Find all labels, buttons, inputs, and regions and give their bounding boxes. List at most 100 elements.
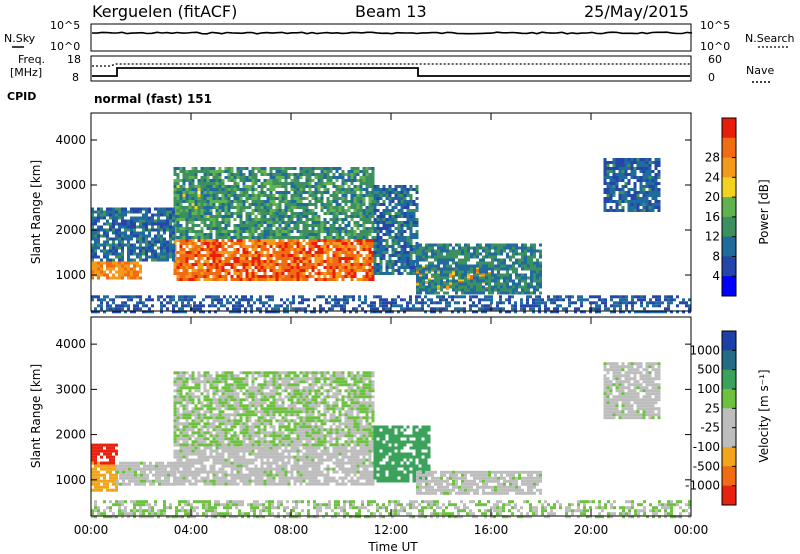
heatmap-cell — [400, 200, 404, 203]
heatmap-cell — [188, 170, 192, 173]
heatmap-cell — [169, 246, 172, 250]
heatmap-cell — [415, 188, 419, 191]
heatmap-cell — [284, 245, 288, 248]
heatmap-cell — [633, 197, 637, 200]
heatmap-cell — [106, 240, 109, 244]
heatmap-cell — [157, 225, 160, 229]
heatmap-cell — [524, 288, 527, 292]
heatmap-cell — [475, 295, 478, 299]
heatmap-cell — [133, 249, 136, 253]
heatmap-cell — [506, 252, 509, 256]
heatmap-cell — [652, 301, 655, 305]
heatmap-cell — [193, 295, 196, 299]
heatmap-cell — [121, 249, 124, 253]
heatmap-cell — [103, 210, 106, 214]
heatmap-cell — [609, 197, 613, 200]
heatmap-cell — [119, 470, 122, 474]
heatmap-cell — [121, 234, 124, 238]
heatmap-cell — [406, 251, 410, 254]
heatmap-cell — [100, 479, 103, 483]
heatmap-cell — [100, 210, 103, 214]
heatmap-cell — [356, 212, 360, 215]
heatmap-cell — [449, 243, 452, 247]
heatmap-cell — [491, 243, 494, 247]
heatmap-cell — [317, 191, 321, 194]
heatmap-cell — [100, 261, 103, 265]
heatmap-cell — [91, 310, 94, 314]
heatmap-cell — [163, 240, 166, 244]
heatmap-cell — [94, 452, 97, 456]
heatmap-cell — [94, 216, 97, 220]
heatmap-cell — [323, 224, 327, 227]
heatmap-cell — [139, 267, 142, 271]
heatmap-cell — [194, 254, 198, 257]
heatmap-cell — [296, 260, 300, 263]
heatmap-cell — [658, 298, 661, 302]
heatmap-cell — [139, 219, 142, 223]
heatmap-cell — [206, 278, 210, 281]
heatmap-cell — [187, 301, 190, 305]
heatmap-cell — [200, 266, 204, 269]
heatmap-cell — [362, 239, 366, 242]
heatmap-cell — [359, 179, 363, 182]
heatmap-cell — [209, 242, 213, 245]
heatmap-cell — [362, 212, 366, 215]
heatmap-cell — [281, 254, 285, 257]
heatmap-cell — [124, 261, 127, 265]
heatmap-cell — [473, 246, 476, 250]
heatmap-cell — [530, 279, 533, 283]
heatmap-cell — [568, 298, 571, 302]
heatmap-cell — [368, 173, 372, 176]
heatmap-cell — [118, 237, 121, 241]
heatmap-cell — [148, 249, 151, 253]
heatmap-cell — [329, 194, 333, 197]
heatmap-cell — [239, 176, 243, 179]
heatmap-cell — [368, 254, 372, 257]
heatmap-cell — [367, 304, 370, 308]
heatmap-cell — [323, 260, 327, 263]
heatmap-cell — [527, 288, 530, 292]
heatmap-cell — [269, 266, 273, 269]
heatmap-cell — [139, 237, 142, 241]
heatmap-cell — [400, 245, 404, 248]
heatmap-cell — [121, 264, 124, 268]
heatmap-cell — [365, 275, 369, 278]
heatmap-cell — [272, 233, 276, 236]
heatmap-cell — [218, 242, 222, 245]
heatmap-cell — [296, 269, 300, 272]
heatmap-cell — [244, 295, 247, 299]
heatmap-cell — [272, 266, 276, 269]
heatmap-cell — [391, 191, 395, 194]
heatmap-cell — [400, 185, 404, 188]
heatmap-cell — [284, 176, 288, 179]
heatmap-cell — [251, 182, 255, 185]
heatmap-cell — [305, 260, 309, 263]
heatmap-cell — [338, 227, 342, 230]
heatmap-cell — [128, 479, 131, 483]
heatmap-cell — [200, 242, 204, 245]
heatmap-cell — [651, 179, 655, 182]
heatmap-cell — [199, 310, 202, 314]
heatmap-cell — [443, 249, 446, 253]
heatmap-cell — [136, 216, 139, 220]
heatmap-cell — [437, 279, 440, 283]
heatmap-cell — [379, 188, 383, 191]
heatmap-cell — [308, 188, 312, 191]
heatmap-cell — [368, 215, 372, 218]
heatmap-cell — [196, 304, 199, 308]
heatmap-cell — [106, 237, 109, 241]
heatmap-cell — [419, 249, 422, 253]
heatmap-cell — [449, 267, 452, 271]
heatmap-cell — [472, 304, 475, 308]
heatmap-cell — [353, 239, 357, 242]
heatmap-cell — [203, 269, 207, 272]
heatmap-cell — [520, 298, 523, 302]
heatmap-cell — [493, 307, 496, 311]
heatmap-cell — [515, 273, 518, 277]
heatmap-cell — [326, 272, 330, 275]
heatmap-cell — [488, 273, 491, 277]
heatmap-cell — [203, 206, 207, 209]
heatmap-cell — [350, 218, 354, 221]
heatmap-cell — [376, 194, 380, 197]
heatmap-cell — [329, 206, 333, 209]
